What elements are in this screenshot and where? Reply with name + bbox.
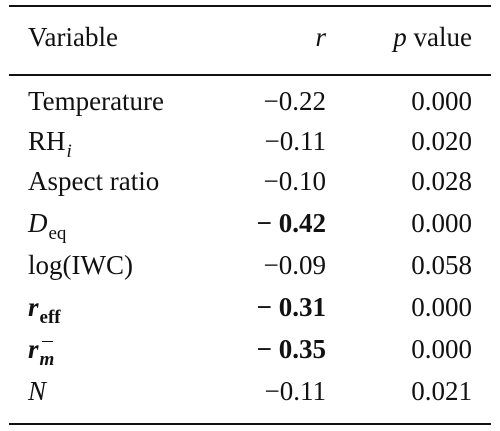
variable-cell: reff: [28, 287, 61, 331]
variable-main: RH: [28, 126, 66, 156]
variable-main: r: [28, 334, 39, 364]
table-row: rm − 0.35 0.000: [0, 329, 500, 370]
r-cell: −0.10: [263, 166, 326, 196]
r-cell: −0.11: [264, 126, 326, 156]
header-p-symbol: p: [393, 22, 407, 52]
r-cell: − 0.35: [256, 334, 326, 364]
table-row: Aspect ratio −0.10 0.028: [0, 161, 500, 201]
r-cell: − 0.31: [256, 292, 326, 322]
r-cell: −0.22: [263, 86, 326, 116]
top-rule: [9, 5, 491, 7]
variable-subscript: eff: [39, 307, 61, 328]
r-cell: −0.11: [264, 376, 326, 406]
p-value-cell: 0.028: [411, 166, 472, 196]
table-row: RHi −0.11 0.020: [0, 121, 500, 162]
r-cell: −0.09: [263, 250, 326, 280]
table-row: reff − 0.31 0.000: [0, 287, 500, 328]
header-p-value: p value: [393, 17, 472, 57]
table-row: N −0.11 0.021: [0, 371, 500, 411]
variable-cell: Temperature: [28, 86, 165, 116]
table-row: log(IWC) −0.09 0.058: [0, 245, 500, 285]
header-variable: Variable: [28, 22, 118, 52]
variable-main: D: [28, 208, 48, 238]
p-value-cell: 0.058: [411, 250, 472, 280]
variable-subscript: i: [66, 141, 72, 162]
variable-cell: N: [28, 376, 47, 406]
header-rule: [9, 74, 491, 76]
variable-subscript: eq: [48, 223, 67, 244]
p-value-cell: 0.000: [411, 292, 472, 322]
header-r: r: [315, 22, 326, 52]
p-value-cell: 0.020: [411, 126, 472, 156]
variable-cell: Deq: [28, 203, 66, 247]
p-value-cell: 0.000: [411, 208, 472, 238]
p-value-cell: 0.021: [411, 376, 472, 406]
p-value-cell: 0.000: [411, 86, 472, 116]
header-row: Variable r p value: [0, 17, 500, 57]
variable-cell: RHi: [28, 121, 72, 165]
variable-cell: log(IWC): [28, 250, 133, 280]
p-value-cell: 0.000: [411, 334, 472, 364]
variable-cell: Aspect ratio: [28, 166, 160, 196]
variable-subscript: m: [40, 340, 54, 380]
variable-cell: rm: [28, 329, 54, 373]
variable-main: r: [28, 292, 39, 322]
table-row: Deq − 0.42 0.000: [0, 203, 500, 244]
header-value-word: value: [406, 22, 472, 52]
table-row: Temperature −0.22 0.000: [0, 81, 500, 121]
r-cell: − 0.42: [256, 208, 326, 238]
bottom-rule: [9, 423, 491, 425]
